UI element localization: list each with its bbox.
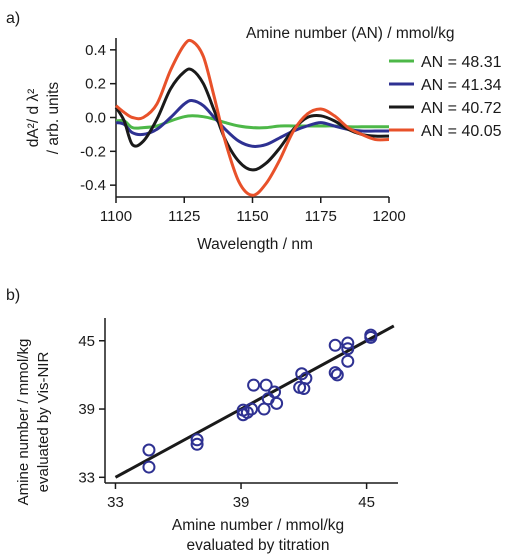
series-line-an-40-72 xyxy=(114,67,390,172)
scatter-point xyxy=(247,378,261,392)
fit-line xyxy=(114,324,395,479)
x-axis-label-line1-b: Amine number / mmol/kg xyxy=(172,517,344,534)
y-tick-label: -0.2 xyxy=(80,143,106,160)
scatter-point xyxy=(330,368,344,382)
series-line-an-40-05 xyxy=(115,38,390,197)
legend-title: Amine number (AN) / mmol/kg xyxy=(246,25,454,42)
scatter-point xyxy=(341,354,355,368)
y-axis-label-line2: / arb. units xyxy=(45,82,62,155)
scatter-point xyxy=(341,336,355,350)
x-tick-label-b: 45 xyxy=(358,494,375,511)
y-axis-label-line2-b: evaluated by Vis-NIR xyxy=(35,352,52,493)
x-tick-label-b: 33 xyxy=(107,494,124,511)
x-tick-label-b: 39 xyxy=(233,494,250,511)
panel-a-label: a) xyxy=(6,10,20,27)
scatter-point xyxy=(341,342,355,356)
y-tick-label: -0.4 xyxy=(80,177,106,194)
y-tick-label: 0.2 xyxy=(85,76,106,93)
y-tick-label: 0.4 xyxy=(85,42,106,59)
scatter-point xyxy=(142,460,156,474)
y-tick-label-b: 39 xyxy=(78,401,95,418)
x-axis-label-line2-b: evaluated by titration xyxy=(186,537,329,554)
panel-b: b) 33 39 45 33 39 45 Amine number / mmol/kg e… xyxy=(6,287,398,554)
scatter-point xyxy=(190,437,204,451)
panel-a: a) Amine number (AN) / mmol/kg AN = 48.3… xyxy=(6,10,502,253)
scatter-point xyxy=(328,338,342,352)
legend-entry: AN = 48.31 xyxy=(421,54,502,71)
panel-b-label: b) xyxy=(6,287,20,304)
scatter-point xyxy=(328,366,342,380)
legend-entry: AN = 40.72 xyxy=(421,100,502,117)
legend-entry: AN = 41.34 xyxy=(421,77,502,94)
scatter-point xyxy=(190,433,204,447)
scatter-points xyxy=(142,328,378,474)
x-tick-label: 1150 xyxy=(236,208,268,225)
scatter-point xyxy=(142,443,156,457)
y-tick-label-b: 33 xyxy=(78,469,95,486)
fit-line-group xyxy=(114,324,395,479)
y-axis-label-line1-b: Amine number / mmol/kg xyxy=(15,339,32,506)
series-lines xyxy=(114,38,390,197)
scatter-point xyxy=(299,371,313,385)
x-tick-label: 1175 xyxy=(305,208,337,225)
scatter-point xyxy=(270,396,284,410)
y-tick-label-b: 45 xyxy=(78,333,95,350)
x-tick-label: 1200 xyxy=(372,208,405,225)
x-axis-label: Wavelength / nm xyxy=(197,236,313,253)
axes-a: -0.4 -0.2 0.0 0.2 0.4 1100 1125 1150 1175 1200 xyxy=(80,38,406,225)
legend-entry: AN = 40.05 xyxy=(421,123,502,140)
x-tick-label: 1100 xyxy=(100,208,132,225)
series-line-an-41-34 xyxy=(115,99,389,148)
axes-b: 33 39 45 33 39 45 xyxy=(78,318,398,511)
legend: AN = 48.31 AN = 41.34 AN = 40.72 AN = 40.05 xyxy=(389,54,502,140)
scatter-point xyxy=(364,328,378,342)
scatter-point xyxy=(259,378,273,392)
scatter-point xyxy=(245,402,258,416)
y-axis-label-line1: dA²/ d λ² xyxy=(25,89,42,148)
x-tick-label: 1125 xyxy=(168,208,200,225)
y-tick-label: 0.0 xyxy=(85,110,106,127)
